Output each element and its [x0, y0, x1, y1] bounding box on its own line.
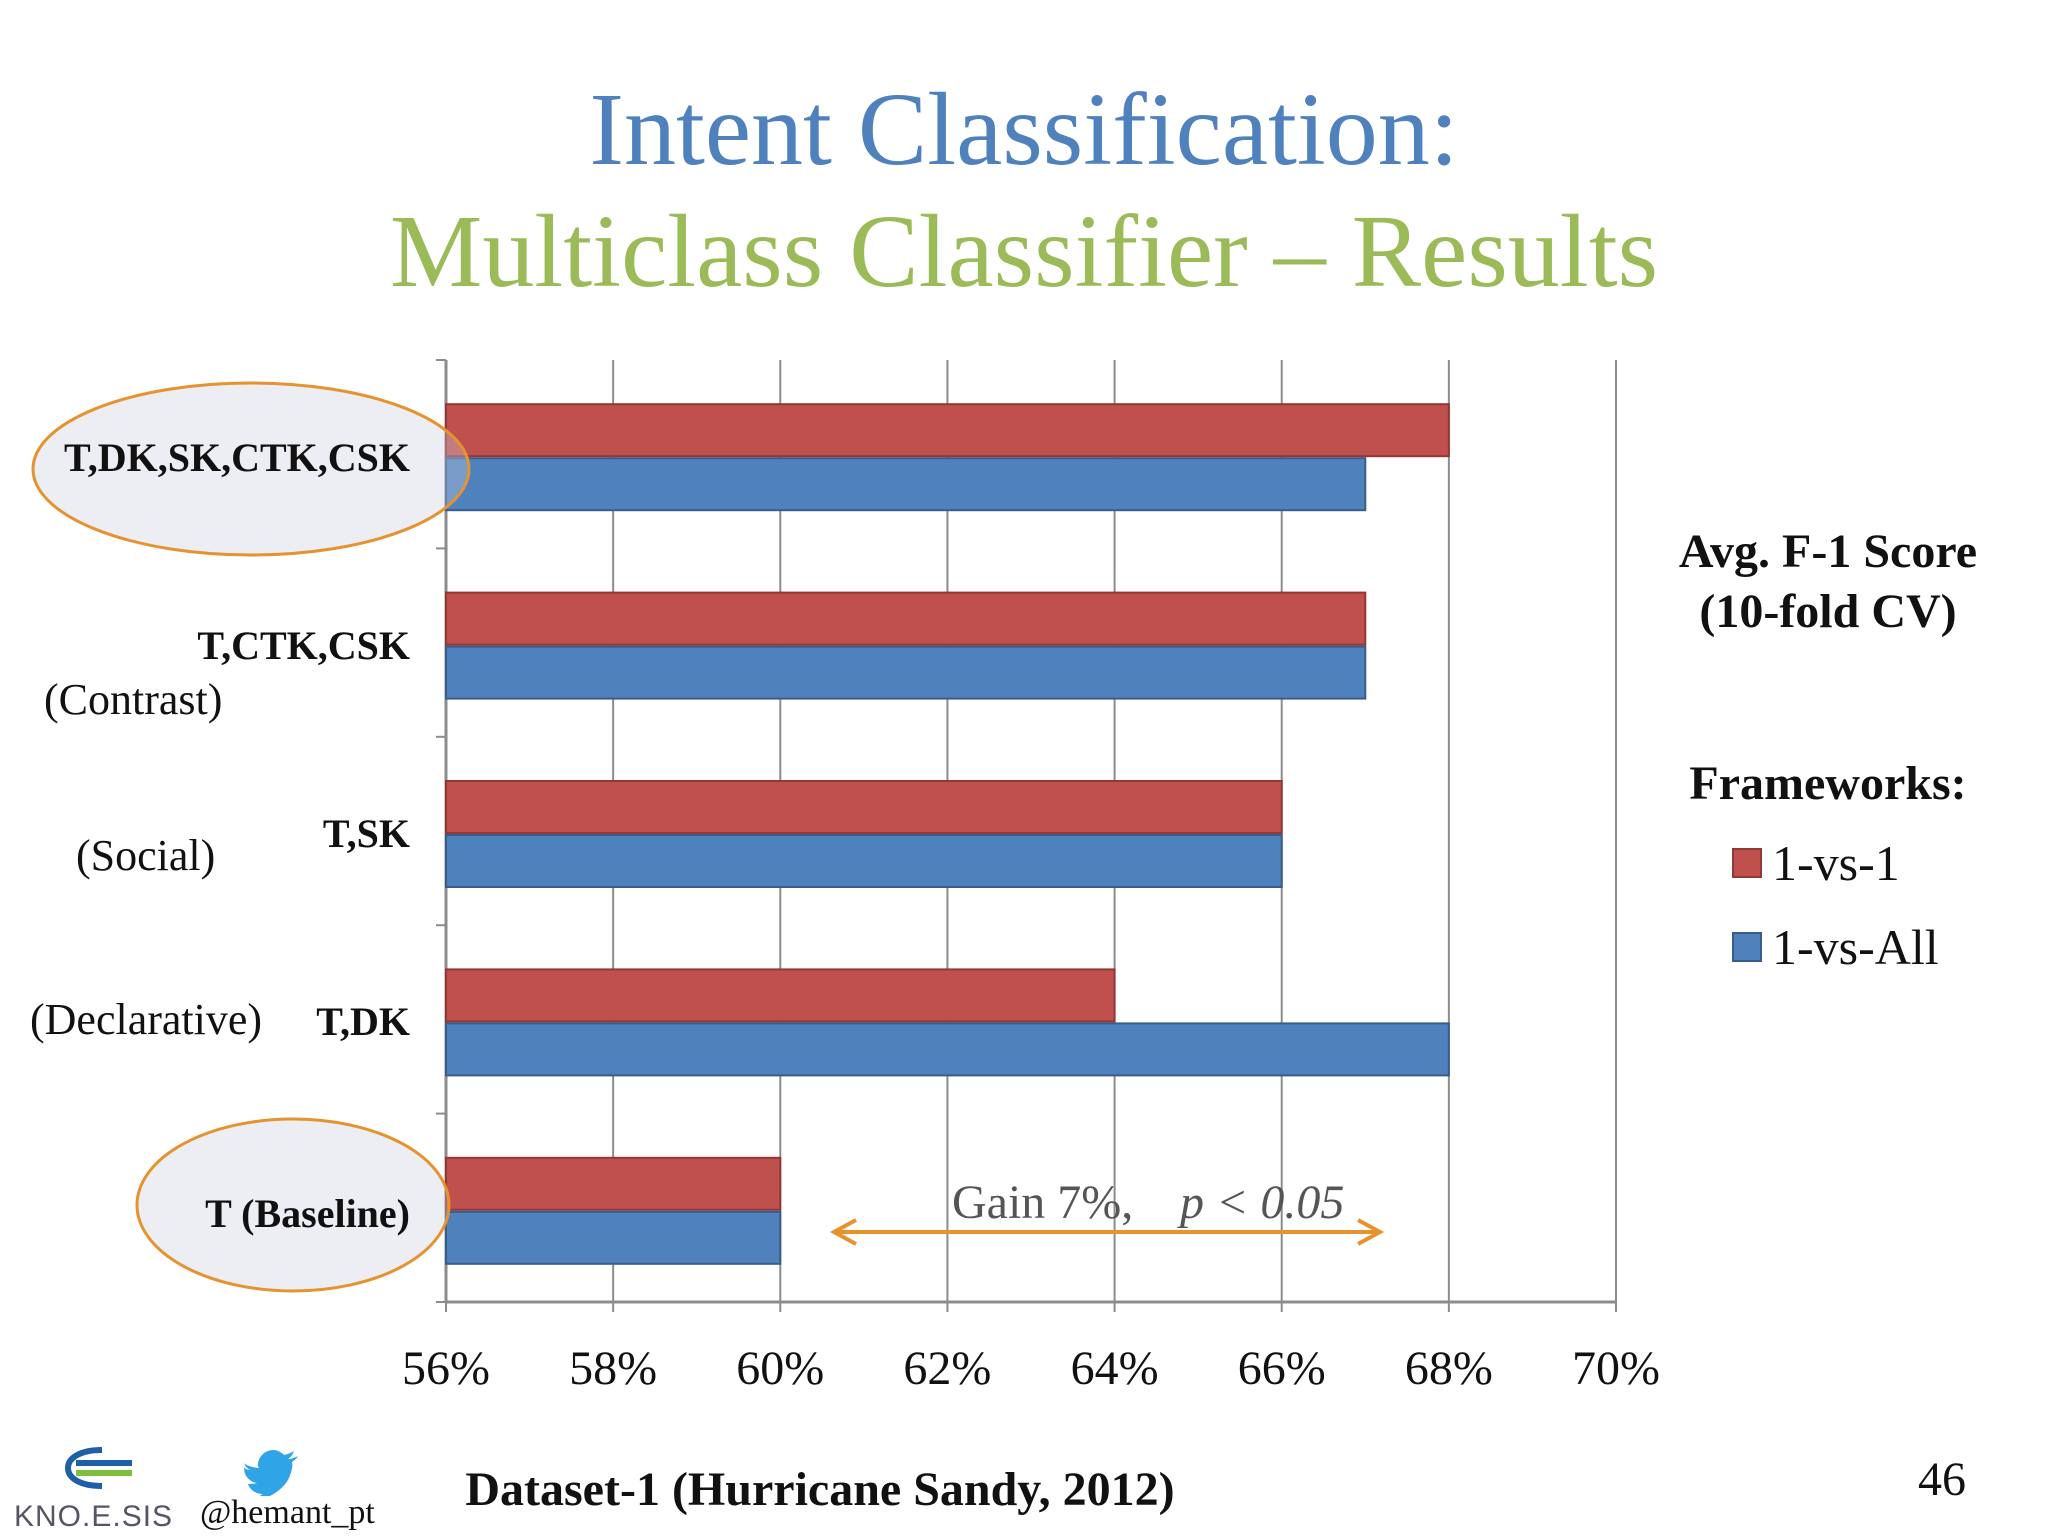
bar-1vsall	[445, 645, 1367, 700]
bar-1vs1	[445, 403, 1450, 458]
bar-1vsall	[445, 834, 1283, 888]
gain-arrow-right-head	[1357, 1218, 1385, 1246]
x-tick-label: 62%	[903, 1342, 991, 1395]
x-tick-label: 70%	[1572, 1342, 1660, 1395]
slide-title-line2: Multiclass Classifier – Results	[389, 194, 1659, 309]
gain-annotation-p: p < 0.05	[1177, 1176, 1344, 1229]
bar-chart: Gain 7%, p < 0.05 56% 58% 60% 62% 64% 66% 68% 70…	[31, 359, 1660, 1395]
x-tick-label: 56%	[402, 1342, 490, 1395]
bar-1vsall	[445, 457, 1367, 512]
slide-title-line1: Intent Classification:	[589, 72, 1459, 187]
category-note-declarative: (Declarative)	[30, 995, 263, 1044]
legend-item-1vs1: 1-vs-1	[1732, 834, 1900, 892]
x-tick-label: 60%	[736, 1342, 824, 1395]
x-tick-label: 66%	[1238, 1342, 1326, 1395]
bar-1vs1	[445, 780, 1283, 834]
bar-1vs1	[445, 591, 1367, 646]
page-number: 46	[1918, 1453, 1966, 1506]
category-label-1: T,DK,SK,CTK,CSK	[64, 435, 410, 480]
twitter-handle: @hemant_pt	[200, 1494, 375, 1531]
knoesis-logo-icon	[64, 1447, 132, 1489]
legend-label-1vsall: 1-vs-All	[1772, 919, 1939, 975]
bar-1vsall	[445, 1210, 782, 1265]
highlight-oval-baseline	[135, 1117, 451, 1293]
category-note-social: (Social)	[76, 831, 216, 880]
side-label-line1: Avg. F-1 Score	[1678, 525, 1978, 578]
highlight-oval-top	[31, 381, 471, 557]
bar-1vs1	[445, 1156, 782, 1211]
twitter-bird-icon	[244, 1450, 298, 1496]
category-label-3: T,SK	[322, 811, 410, 856]
category-label-2: T,CTK,CSK	[197, 623, 410, 668]
x-tick-label: 58%	[569, 1342, 657, 1395]
bar-1vsall	[445, 1022, 1450, 1077]
bar-1vs1	[445, 968, 1116, 1023]
side-label-line2: (10-fold CV)	[1699, 585, 1957, 638]
category-label-4: T,DK	[316, 999, 410, 1044]
dataset-label: Dataset-1 (Hurricane Sandy, 2012)	[465, 1463, 1175, 1516]
legend-title: Frameworks:	[1689, 757, 1967, 810]
category-label-5: T (Baseline)	[205, 1191, 410, 1236]
legend-item-1vsall: 1-vs-All	[1732, 918, 1939, 976]
legend-swatch-1vsall	[1732, 932, 1762, 962]
logo-text: KNO.E.SIS	[14, 1500, 174, 1533]
gain-arrow-left-head	[829, 1218, 857, 1246]
x-tick-label: 64%	[1071, 1342, 1159, 1395]
x-tick-label: 68%	[1405, 1342, 1493, 1395]
gain-annotation: Gain 7%,	[952, 1176, 1133, 1229]
category-note-contrast: (Contrast)	[44, 675, 223, 724]
legend-swatch-1vs1	[1732, 848, 1762, 878]
legend-label-1vs1: 1-vs-1	[1772, 835, 1900, 891]
